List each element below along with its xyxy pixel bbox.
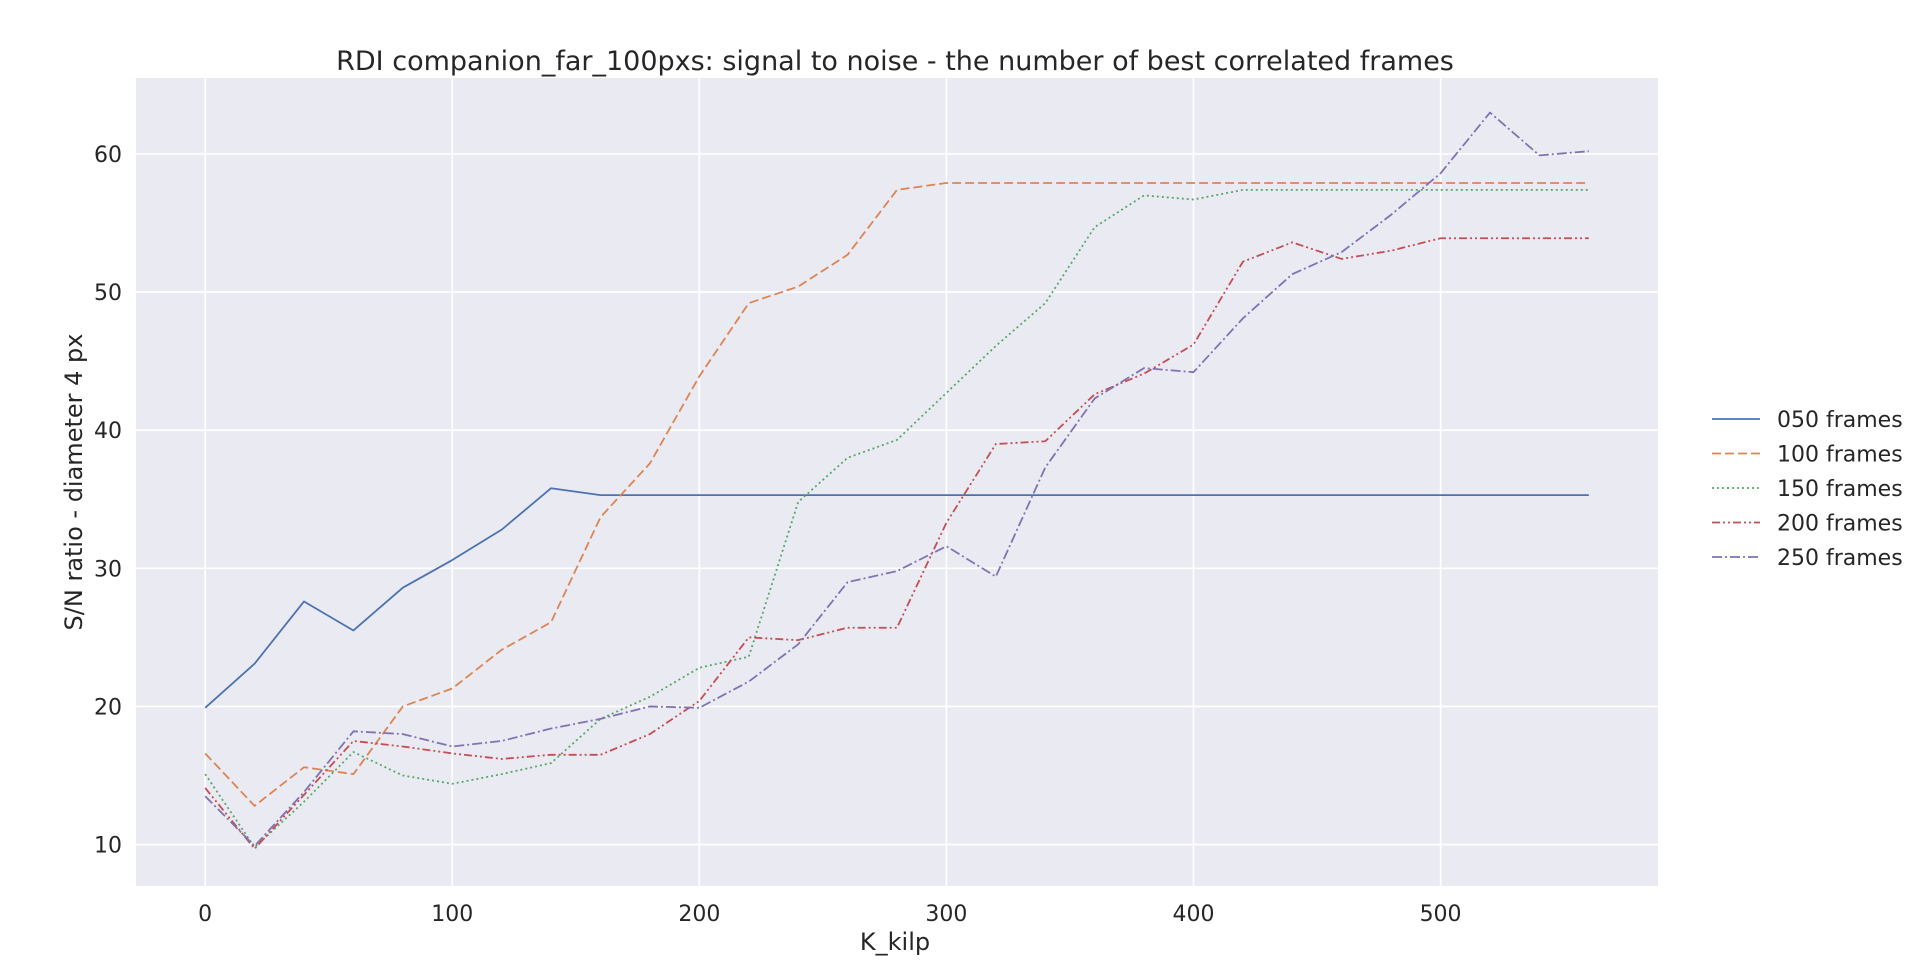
y-tick-label: 50 [94, 281, 122, 306]
x-tick-label: 0 [198, 902, 212, 927]
x-tick-labels: 0 100 200 300 400 500 [198, 902, 1461, 927]
y-tick-labels: 10 20 30 40 50 60 [94, 143, 122, 859]
legend-label: 100 frames [1777, 443, 1903, 468]
legend-label: 250 frames [1777, 546, 1903, 571]
series-line-100-frames [204, 182, 1589, 807]
legend: 050 frames 100 frames 150 frames 200 frames… [1712, 408, 1903, 571]
x-tick-label: 400 [1172, 902, 1214, 927]
y-axis-label: S/N ratio - diameter 4 px [60, 334, 88, 631]
series-line-250-frames [204, 111, 1589, 847]
grid-lines [136, 78, 1658, 886]
x-tick-label: 100 [431, 902, 473, 927]
series-line-150-frames [204, 188, 1589, 849]
y-tick-label: 10 [94, 834, 122, 859]
legend-label: 200 frames [1777, 512, 1903, 537]
x-axis-label: K_kilp [860, 928, 930, 956]
legend-label: 050 frames [1777, 408, 1903, 433]
x-tick-label: 500 [1420, 902, 1462, 927]
series-line-050-frames [204, 487, 1589, 709]
series-lines [204, 111, 1589, 850]
series-line-200-frames [204, 237, 1589, 850]
x-tick-label: 200 [678, 902, 720, 927]
y-tick-label: 40 [94, 419, 122, 444]
plot-background [136, 78, 1658, 886]
y-tick-label: 20 [94, 695, 122, 720]
y-tick-label: 30 [94, 557, 122, 582]
x-tick-label: 300 [925, 902, 967, 927]
legend-label: 150 frames [1777, 477, 1903, 502]
y-tick-label: 60 [94, 143, 122, 168]
chart-title: RDI companion_far_100pxs: signal to nois… [336, 46, 1454, 77]
